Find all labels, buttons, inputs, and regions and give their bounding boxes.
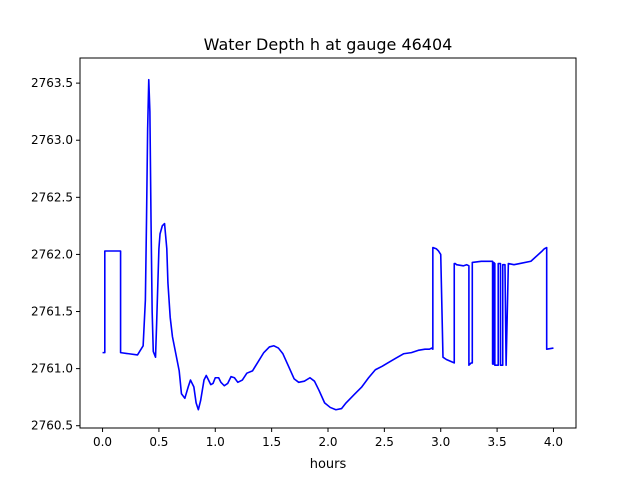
x-tick-label: 0.5 — [149, 435, 168, 449]
x-tick-label: 3.5 — [488, 435, 507, 449]
x-tick-label: 2.0 — [318, 435, 337, 449]
y-tick-label: 2761.5 — [31, 305, 73, 319]
x-tick-label: 0.0 — [93, 435, 112, 449]
y-tick-label: 2760.5 — [31, 419, 73, 433]
y-tick-label: 2762.5 — [31, 190, 73, 204]
x-axis-label: hours — [310, 457, 347, 472]
series-line-0 — [102, 78, 554, 411]
chart-title: Water Depth h at gauge 46404 — [204, 35, 453, 54]
y-tick-label: 2761.0 — [31, 362, 73, 376]
y-tick-label: 2763.5 — [31, 76, 73, 90]
x-tick-label: 1.0 — [206, 435, 225, 449]
x-tick-label: 3.0 — [431, 435, 450, 449]
x-tick-label: 2.5 — [375, 435, 394, 449]
x-tick-label: 4.0 — [544, 435, 563, 449]
y-tick-label: 2762.0 — [31, 247, 73, 261]
x-tick-label: 1.5 — [262, 435, 281, 449]
y-axis: 2760.5 2761.0 2761.5 2762.0 2762.5 2763.0 2763… — [31, 76, 80, 433]
x-axis: 0.0 0.5 1.0 1.5 2.0 2.5 3.0 3.5 4.0 — [93, 428, 563, 449]
y-tick-label: 2763.0 — [31, 133, 73, 147]
